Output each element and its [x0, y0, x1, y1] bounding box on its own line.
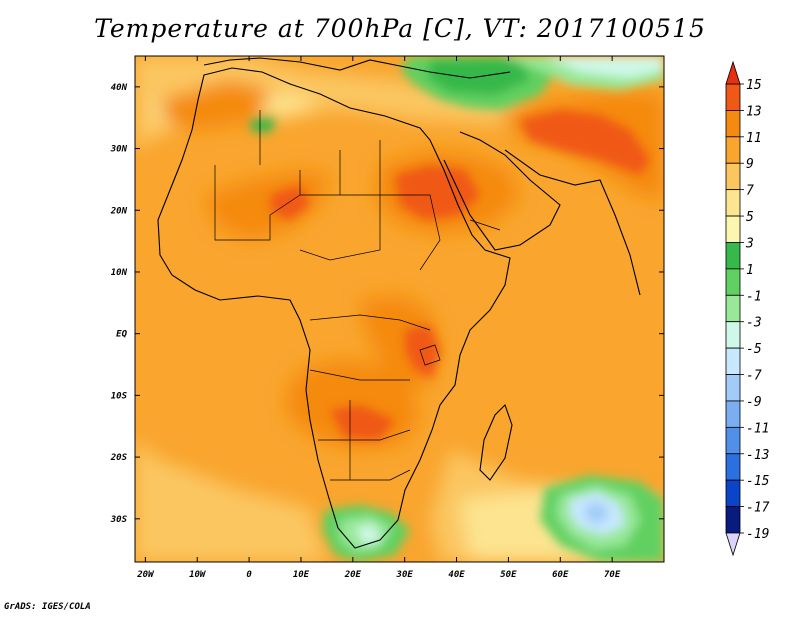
temperature-field [135, 56, 664, 562]
colorbar-label: 9 [746, 157, 754, 172]
colorbar-swatch [725, 374, 741, 402]
lon-tick-label: 20E [344, 570, 362, 580]
colorbar-swatch [725, 294, 741, 323]
colorbar-swatch [725, 110, 741, 138]
colorbar-label: 11 [746, 131, 762, 146]
colorbar-label: -9 [746, 395, 762, 410]
latitude-axis: 40N 30N 20N 10N EQ 10S 20S 30S [110, 83, 664, 525]
madagascar-coastline [479, 403, 513, 481]
colorbar-label: -3 [746, 316, 762, 331]
lat-tick-label: 10S [111, 391, 128, 401]
lon-tick-label: 50E [500, 570, 517, 580]
colorbar-bottom-arrow [725, 532, 741, 557]
colorbar-swatch [725, 83, 741, 111]
colorbar-label: -11 [746, 421, 769, 436]
colorbar-label: -17 [746, 501, 770, 516]
lat-tick-label: 20S [110, 453, 128, 463]
colorbar-label: -7 [746, 369, 762, 384]
lon-tick-label: 20W [136, 570, 155, 580]
grads-credit: GrADS: IGES/COLA [4, 602, 91, 612]
lon-tick-label: 60E [552, 570, 569, 580]
colorbar: 15 13 11 9 7 5 3 1 -1 -3 -5 -7 -9 -11 -13 -15 -17 -19 [725, 60, 770, 557]
colorbar-swatch [725, 347, 741, 375]
country-borders [214, 110, 501, 481]
colorbar-label: -19 [746, 527, 769, 542]
lat-tick-label: 30S [110, 515, 128, 525]
colorbar-label: 13 [746, 104, 762, 119]
colorbar-swatch [725, 189, 741, 217]
africa-coastline [157, 67, 511, 549]
colorbar-swatch [725, 479, 741, 507]
colorbar-swatch [725, 136, 741, 164]
colorbar-swatch [725, 242, 741, 270]
lat-tick-label: 40N [111, 83, 128, 93]
colorbar-swatch [725, 506, 741, 534]
coastlines [157, 57, 641, 549]
colorbar-label: 5 [746, 210, 754, 225]
lat-tick-label: 10N [111, 268, 128, 278]
colorbar-label: -1 [746, 289, 762, 304]
colorbar-label: 3 [745, 236, 754, 251]
lon-tick-label: 70E [604, 570, 621, 580]
lat-tick-label: EQ [116, 330, 127, 340]
lon-tick-label: 40E [448, 570, 465, 580]
lon-tick-label: 0 [246, 570, 252, 580]
lat-tick-label: 20N [110, 206, 128, 216]
longitude-axis: 20W 10W 0 10E 20E 30E 40E 50E 60E 70E [136, 56, 621, 580]
colorbar-swatch [725, 400, 741, 428]
iran-india-coastline [504, 149, 641, 296]
colorbar-swatch [725, 215, 741, 243]
colorbar-swatch [725, 268, 741, 296]
map-frame [134, 55, 665, 563]
colorbar-label: -15 [746, 474, 770, 489]
colorbar-swatch [725, 453, 741, 481]
lon-tick-label: 10E [293, 570, 310, 580]
colorbar-label: 15 [746, 78, 762, 93]
lat-tick-label: 30N [110, 145, 128, 155]
colorbar-swatch [725, 426, 741, 455]
europe-coastline [203, 57, 511, 79]
colorbar-top-arrow [725, 60, 741, 85]
arabia-coastline [443, 131, 561, 251]
lon-tick-label: 30E [396, 570, 414, 580]
colorbar-label: 1 [746, 263, 754, 278]
lon-tick-label: 10W [189, 570, 207, 580]
colorbar-swatch [725, 162, 741, 191]
colorbar-label: -5 [746, 342, 762, 357]
colorbar-label: 7 [746, 184, 754, 199]
colorbar-swatch [725, 321, 741, 349]
map-title: Temperature at 700hPa [C], VT: 201710051… [94, 14, 706, 43]
colorbar-label: -13 [746, 448, 769, 463]
